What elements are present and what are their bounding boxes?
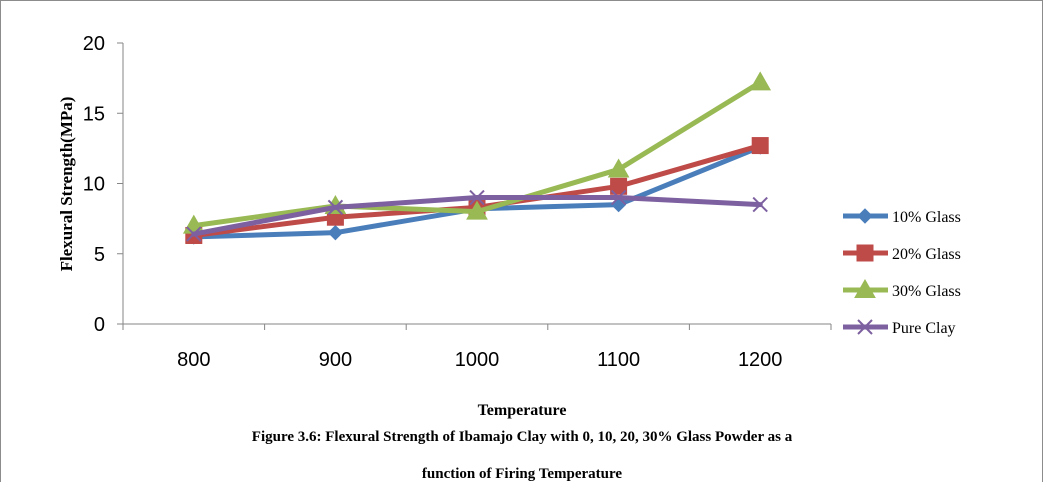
marker-stroke (469, 189, 485, 206)
legend-marker (857, 319, 873, 335)
marker-stroke (857, 319, 873, 335)
data-point (752, 196, 768, 213)
data-point (751, 137, 769, 155)
marker-stroke (327, 199, 344, 216)
legend: 10% Glass 20% Glass 30% Glass Pure Clay (843, 208, 961, 337)
legend-label: 20% Glass (892, 246, 961, 263)
series-pure-clay (186, 189, 768, 242)
series-line (191, 143, 763, 238)
data-point (186, 226, 202, 242)
data-point (607, 158, 630, 178)
figure-caption-line-2: function of Firing Temperature (422, 466, 622, 482)
legend-item-30-glass: 30% Glass (843, 278, 961, 300)
data-point (610, 177, 628, 195)
legend-label: 10% Glass (892, 209, 961, 226)
legend-item-pure-clay: Pure Clay (843, 319, 956, 337)
legend-marker (856, 244, 874, 262)
marker-stroke (186, 226, 202, 242)
data-point (466, 200, 488, 220)
legend-label: 30% Glass (892, 283, 961, 300)
series-30-glass (182, 71, 772, 234)
data-point (610, 189, 627, 206)
x-axis-label: Temperature (478, 402, 567, 419)
y-tick-label: 15 (83, 103, 105, 125)
x-tick-label: 1000 (455, 349, 500, 371)
y-axis-label: Flexural Strength(MPa) (57, 97, 76, 272)
axes: 0 5 10 15 20 800 900 1000 1100 1200 (83, 33, 832, 371)
marker-stroke (752, 196, 768, 213)
series-20-glass (185, 137, 769, 244)
x-tick-label: 900 (319, 349, 352, 371)
legend-item-20-glass: 20% Glass (843, 244, 961, 263)
data-point (327, 199, 344, 216)
series-layer (182, 71, 772, 245)
data-point (327, 224, 344, 241)
legend-marker (854, 278, 876, 298)
x-tick-label: 800 (177, 349, 210, 371)
data-point (469, 189, 485, 206)
y-tick-label: 10 (83, 174, 105, 196)
series-10-glass (186, 139, 768, 245)
marker-stroke (610, 189, 627, 206)
y-tick-label: 20 (83, 33, 105, 55)
x-tick-label: 1100 (597, 349, 640, 371)
figure-caption-line-1: Figure 3.6: Flexural Strength of Ibamajo… (252, 429, 793, 445)
x-tick-label: 1200 (738, 349, 783, 371)
legend-item-10-glass: 10% Glass (843, 208, 961, 226)
data-point (749, 71, 772, 91)
y-tick-label: 0 (94, 314, 105, 336)
y-tick-label: 5 (94, 244, 105, 266)
legend-label: Pure Clay (892, 320, 956, 337)
legend-marker (857, 208, 873, 224)
